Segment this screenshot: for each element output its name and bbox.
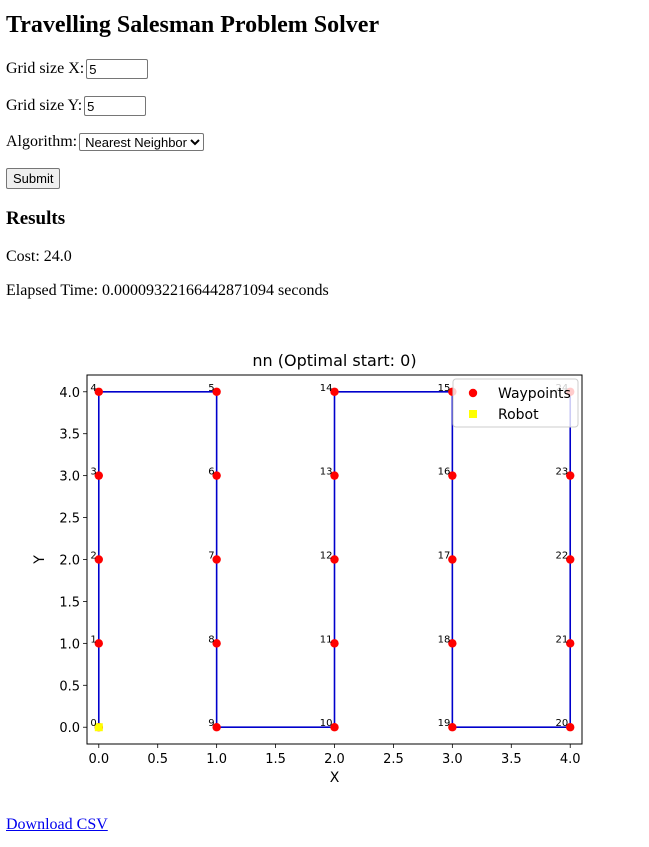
waypoint-label: 18 xyxy=(438,634,451,645)
legend-waypoints-label: Waypoints xyxy=(498,386,571,402)
waypoint-label: 22 xyxy=(555,551,568,562)
y-tick-label: 2.5 xyxy=(59,512,80,527)
waypoint-marker xyxy=(330,387,339,396)
x-tick-label: 0.5 xyxy=(147,752,168,767)
x-tick-label: 2.0 xyxy=(324,752,345,767)
waypoint-label: 20 xyxy=(555,718,568,729)
grid-y-row: Grid size Y: xyxy=(6,96,147,117)
waypoint-label: 5 xyxy=(208,383,214,394)
waypoint-marker xyxy=(330,723,339,732)
y-tick-label: 3.5 xyxy=(59,428,80,443)
legend-robot-marker xyxy=(469,410,477,418)
waypoint-marker xyxy=(448,555,457,564)
plot-frame xyxy=(86,374,583,745)
waypoint-label: 16 xyxy=(438,467,451,478)
x-tick-label: 3.5 xyxy=(501,752,522,767)
waypoint-label: 4 xyxy=(90,383,96,394)
y-tick-label: 1.5 xyxy=(59,595,80,610)
waypoint-marker xyxy=(330,471,339,480)
waypoint-marker xyxy=(448,471,457,480)
waypoint-label: 19 xyxy=(438,718,451,729)
waypoint-marker xyxy=(566,555,575,564)
download-csv-link[interactable]: Download CSV xyxy=(6,816,108,833)
waypoint-marker xyxy=(212,471,221,480)
cost-text: Cost: 24.0 xyxy=(6,248,72,265)
grid-y-label: Grid size Y: xyxy=(6,97,83,114)
waypoint-label: 21 xyxy=(555,634,568,645)
waypoint-label: 8 xyxy=(208,634,214,645)
waypoint-label: 3 xyxy=(90,467,96,478)
waypoint-label: 15 xyxy=(438,383,451,394)
x-tick-label: 1.0 xyxy=(206,752,227,767)
waypoint-label: 1 xyxy=(90,634,96,645)
legend-box xyxy=(452,378,579,428)
x-tick-label: 0.0 xyxy=(88,752,109,767)
algorithm-row: Algorithm: Nearest Neighbor xyxy=(6,132,205,152)
x-tick-label: 3.0 xyxy=(442,752,463,767)
waypoint-marker xyxy=(94,471,103,480)
waypoint-label: 13 xyxy=(320,467,333,478)
y-tick-label: 2.0 xyxy=(59,554,80,569)
y-tick-label: 4.0 xyxy=(59,386,80,401)
waypoint-label: 10 xyxy=(320,718,333,729)
x-tick-label: 4.0 xyxy=(560,752,581,767)
waypoint-label: 0 xyxy=(90,718,96,729)
elapsed-time-text: Elapsed Time: 0.00009322166442871094 sec… xyxy=(6,282,329,299)
results-heading: Results xyxy=(6,208,66,229)
waypoint-label: 23 xyxy=(555,467,568,478)
robot-marker xyxy=(94,723,103,732)
grid-x-input[interactable] xyxy=(86,59,149,80)
waypoint-label: 11 xyxy=(320,634,333,645)
y-tick-label: 3.0 xyxy=(59,470,80,485)
waypoint-label: 12 xyxy=(320,551,333,562)
route-chart: nn (Optimal start: 0) 0.0 0.5 1.0 1.5 2.0 2.5 3… xyxy=(6,340,646,800)
route-chart-svg: nn (Optimal start: 0) 0.0 0.5 1.0 1.5 2.0 2.5 3… xyxy=(32,351,583,786)
waypoint-marker xyxy=(212,555,221,564)
algorithm-label: Algorithm: xyxy=(6,133,78,150)
y-tick-label: 0.5 xyxy=(59,679,80,694)
submit-button[interactable]: Submit xyxy=(6,168,61,189)
waypoint-marker xyxy=(330,639,339,648)
waypoint-label: 17 xyxy=(438,551,451,562)
waypoint-marker xyxy=(94,555,103,564)
x-axis-label: X xyxy=(330,770,340,786)
y-tick-label: 0.0 xyxy=(59,721,80,736)
waypoint-marker xyxy=(566,639,575,648)
page-title: Travelling Salesman Problem Solver xyxy=(6,12,380,38)
grid-y-input[interactable] xyxy=(84,96,147,117)
y-tick-label: 1.0 xyxy=(59,637,80,652)
waypoint-marker xyxy=(330,555,339,564)
grid-x-label: Grid size X: xyxy=(6,60,85,77)
waypoint-marker xyxy=(212,639,221,648)
waypoint-label: 2 xyxy=(90,551,96,562)
waypoint-marker xyxy=(566,723,575,732)
waypoint-marker xyxy=(448,639,457,648)
legend-robot-label: Robot xyxy=(498,407,539,423)
waypoint-label: 6 xyxy=(208,467,214,478)
waypoint-marker xyxy=(212,387,221,396)
legend-waypoints-marker xyxy=(468,388,478,398)
waypoint-marker xyxy=(212,723,221,732)
waypoint-marker xyxy=(566,471,575,480)
x-tick-label: 1.5 xyxy=(265,752,286,767)
waypoint-label: 14 xyxy=(320,383,333,394)
grid-x-row: Grid size X: xyxy=(6,59,149,80)
x-tick-label: 2.5 xyxy=(383,752,404,767)
chart-title: nn (Optimal start: 0) xyxy=(252,351,416,370)
algorithm-select[interactable]: Nearest Neighbor xyxy=(79,133,205,152)
waypoint-marker xyxy=(448,723,457,732)
waypoint-label: 7 xyxy=(208,551,214,562)
y-axis-label: Y xyxy=(32,555,48,565)
waypoint-label: 9 xyxy=(208,718,214,729)
waypoint-marker xyxy=(94,639,103,648)
waypoint-marker xyxy=(94,387,103,396)
